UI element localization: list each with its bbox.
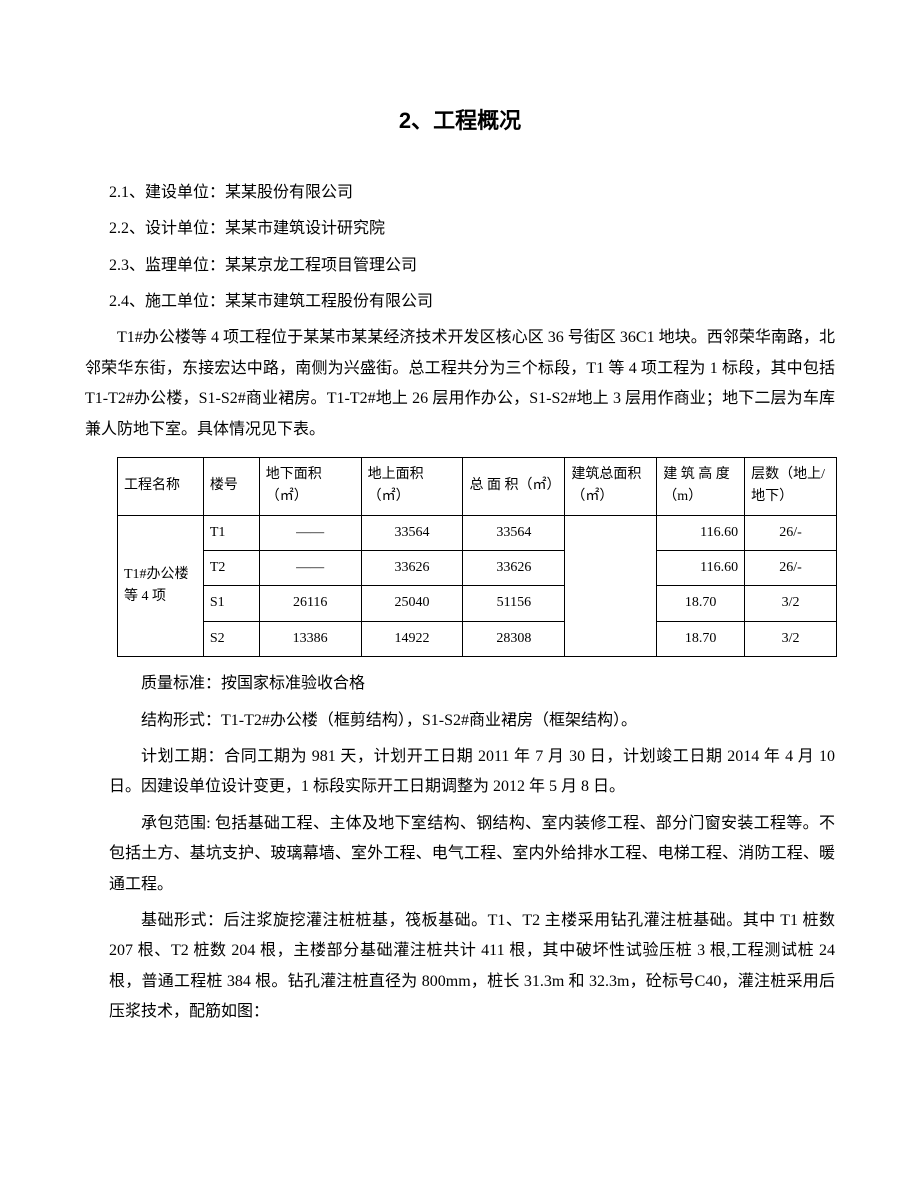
quality-standard: 质量标准：按国家标准验收合格 xyxy=(85,669,835,699)
overview-paragraph: T1#办公楼等 4 项工程位于某某市某某经济技术开发区核心区 36 号街区 36… xyxy=(85,323,835,445)
info-line-designer: 2.2、设计单位：某某市建筑设计研究院 xyxy=(85,214,835,244)
cell-ag: 33626 xyxy=(361,551,463,586)
cell-total: 33564 xyxy=(463,515,565,550)
th-totalarea: 总 面 积（㎡） xyxy=(463,457,565,515)
table-row: S2 13386 14922 28308 18.70 3/2 xyxy=(118,621,837,656)
cell-ug: 26116 xyxy=(259,586,361,621)
th-floors: 层数（地上/地下） xyxy=(745,457,837,515)
cell-floors: 3/2 xyxy=(745,621,837,656)
cell-floors: 3/2 xyxy=(745,586,837,621)
cell-total: 51156 xyxy=(463,586,565,621)
cell-total: 28308 xyxy=(463,621,565,656)
info-line-contractor: 2.4、施工单位：某某市建筑工程股份有限公司 xyxy=(85,287,835,317)
table-row: S1 26116 25040 51156 18.70 3/2 xyxy=(118,586,837,621)
th-bldgtotal: 建筑总面积（㎡） xyxy=(565,457,657,515)
cell-height: 18.70 xyxy=(657,586,745,621)
cell-ug: 13386 xyxy=(259,621,361,656)
project-table: 工程名称 楼号 地下面积（㎡） 地上面积（㎡） 总 面 积（㎡） 建筑总面积（㎡… xyxy=(117,457,837,657)
foundation-paragraph: 基础形式：后注浆旋挖灌注桩桩基，筏板基础。T1、T2 主楼采用钻孔灌注桩基础。其… xyxy=(85,906,835,1028)
cell-projectname: T1#办公楼等 4 项 xyxy=(118,515,204,657)
cell-ug: —— xyxy=(259,551,361,586)
th-project: 工程名称 xyxy=(118,457,204,515)
cell-total: 33626 xyxy=(463,551,565,586)
cell-height: 116.60 xyxy=(657,515,745,550)
cell-height: 18.70 xyxy=(657,621,745,656)
th-underground: 地下面积（㎡） xyxy=(259,457,361,515)
cell-bldg: S2 xyxy=(203,621,259,656)
cell-floors: 26/- xyxy=(745,551,837,586)
schedule-paragraph: 计划工期：合同工期为 981 天，计划开工日期 2011 年 7 月 30 日，… xyxy=(85,742,835,803)
cell-bldg: S1 xyxy=(203,586,259,621)
th-aboveground: 地上面积（㎡） xyxy=(361,457,463,515)
table-header-row: 工程名称 楼号 地下面积（㎡） 地上面积（㎡） 总 面 积（㎡） 建筑总面积（㎡… xyxy=(118,457,837,515)
info-line-supervisor: 2.3、监理单位：某某京龙工程项目管理公司 xyxy=(85,251,835,281)
cell-bldg: T1 xyxy=(203,515,259,550)
table-row: T2 —— 33626 33626 116.60 26/- xyxy=(118,551,837,586)
th-building: 楼号 xyxy=(203,457,259,515)
info-line-builder: 2.1、建设单位：某某股份有限公司 xyxy=(85,178,835,208)
table-row: T1#办公楼等 4 项 T1 —— 33564 33564 116.60 26/… xyxy=(118,515,837,550)
th-height: 建 筑 高 度（m） xyxy=(657,457,745,515)
scope-paragraph: 承包范围: 包括基础工程、主体及地下室结构、钢结构、室内装修工程、部分门窗安装工… xyxy=(85,809,835,900)
cell-ug: —— xyxy=(259,515,361,550)
cell-ag: 33564 xyxy=(361,515,463,550)
cell-bldgtotal xyxy=(565,515,657,657)
cell-bldg: T2 xyxy=(203,551,259,586)
page-title: 2、工程概况 xyxy=(85,100,835,142)
cell-height: 116.60 xyxy=(657,551,745,586)
cell-floors: 26/- xyxy=(745,515,837,550)
structure-type: 结构形式：T1-T2#办公楼（框剪结构），S1-S2#商业裙房（框架结构）。 xyxy=(85,706,835,736)
cell-ag: 14922 xyxy=(361,621,463,656)
cell-ag: 25040 xyxy=(361,586,463,621)
